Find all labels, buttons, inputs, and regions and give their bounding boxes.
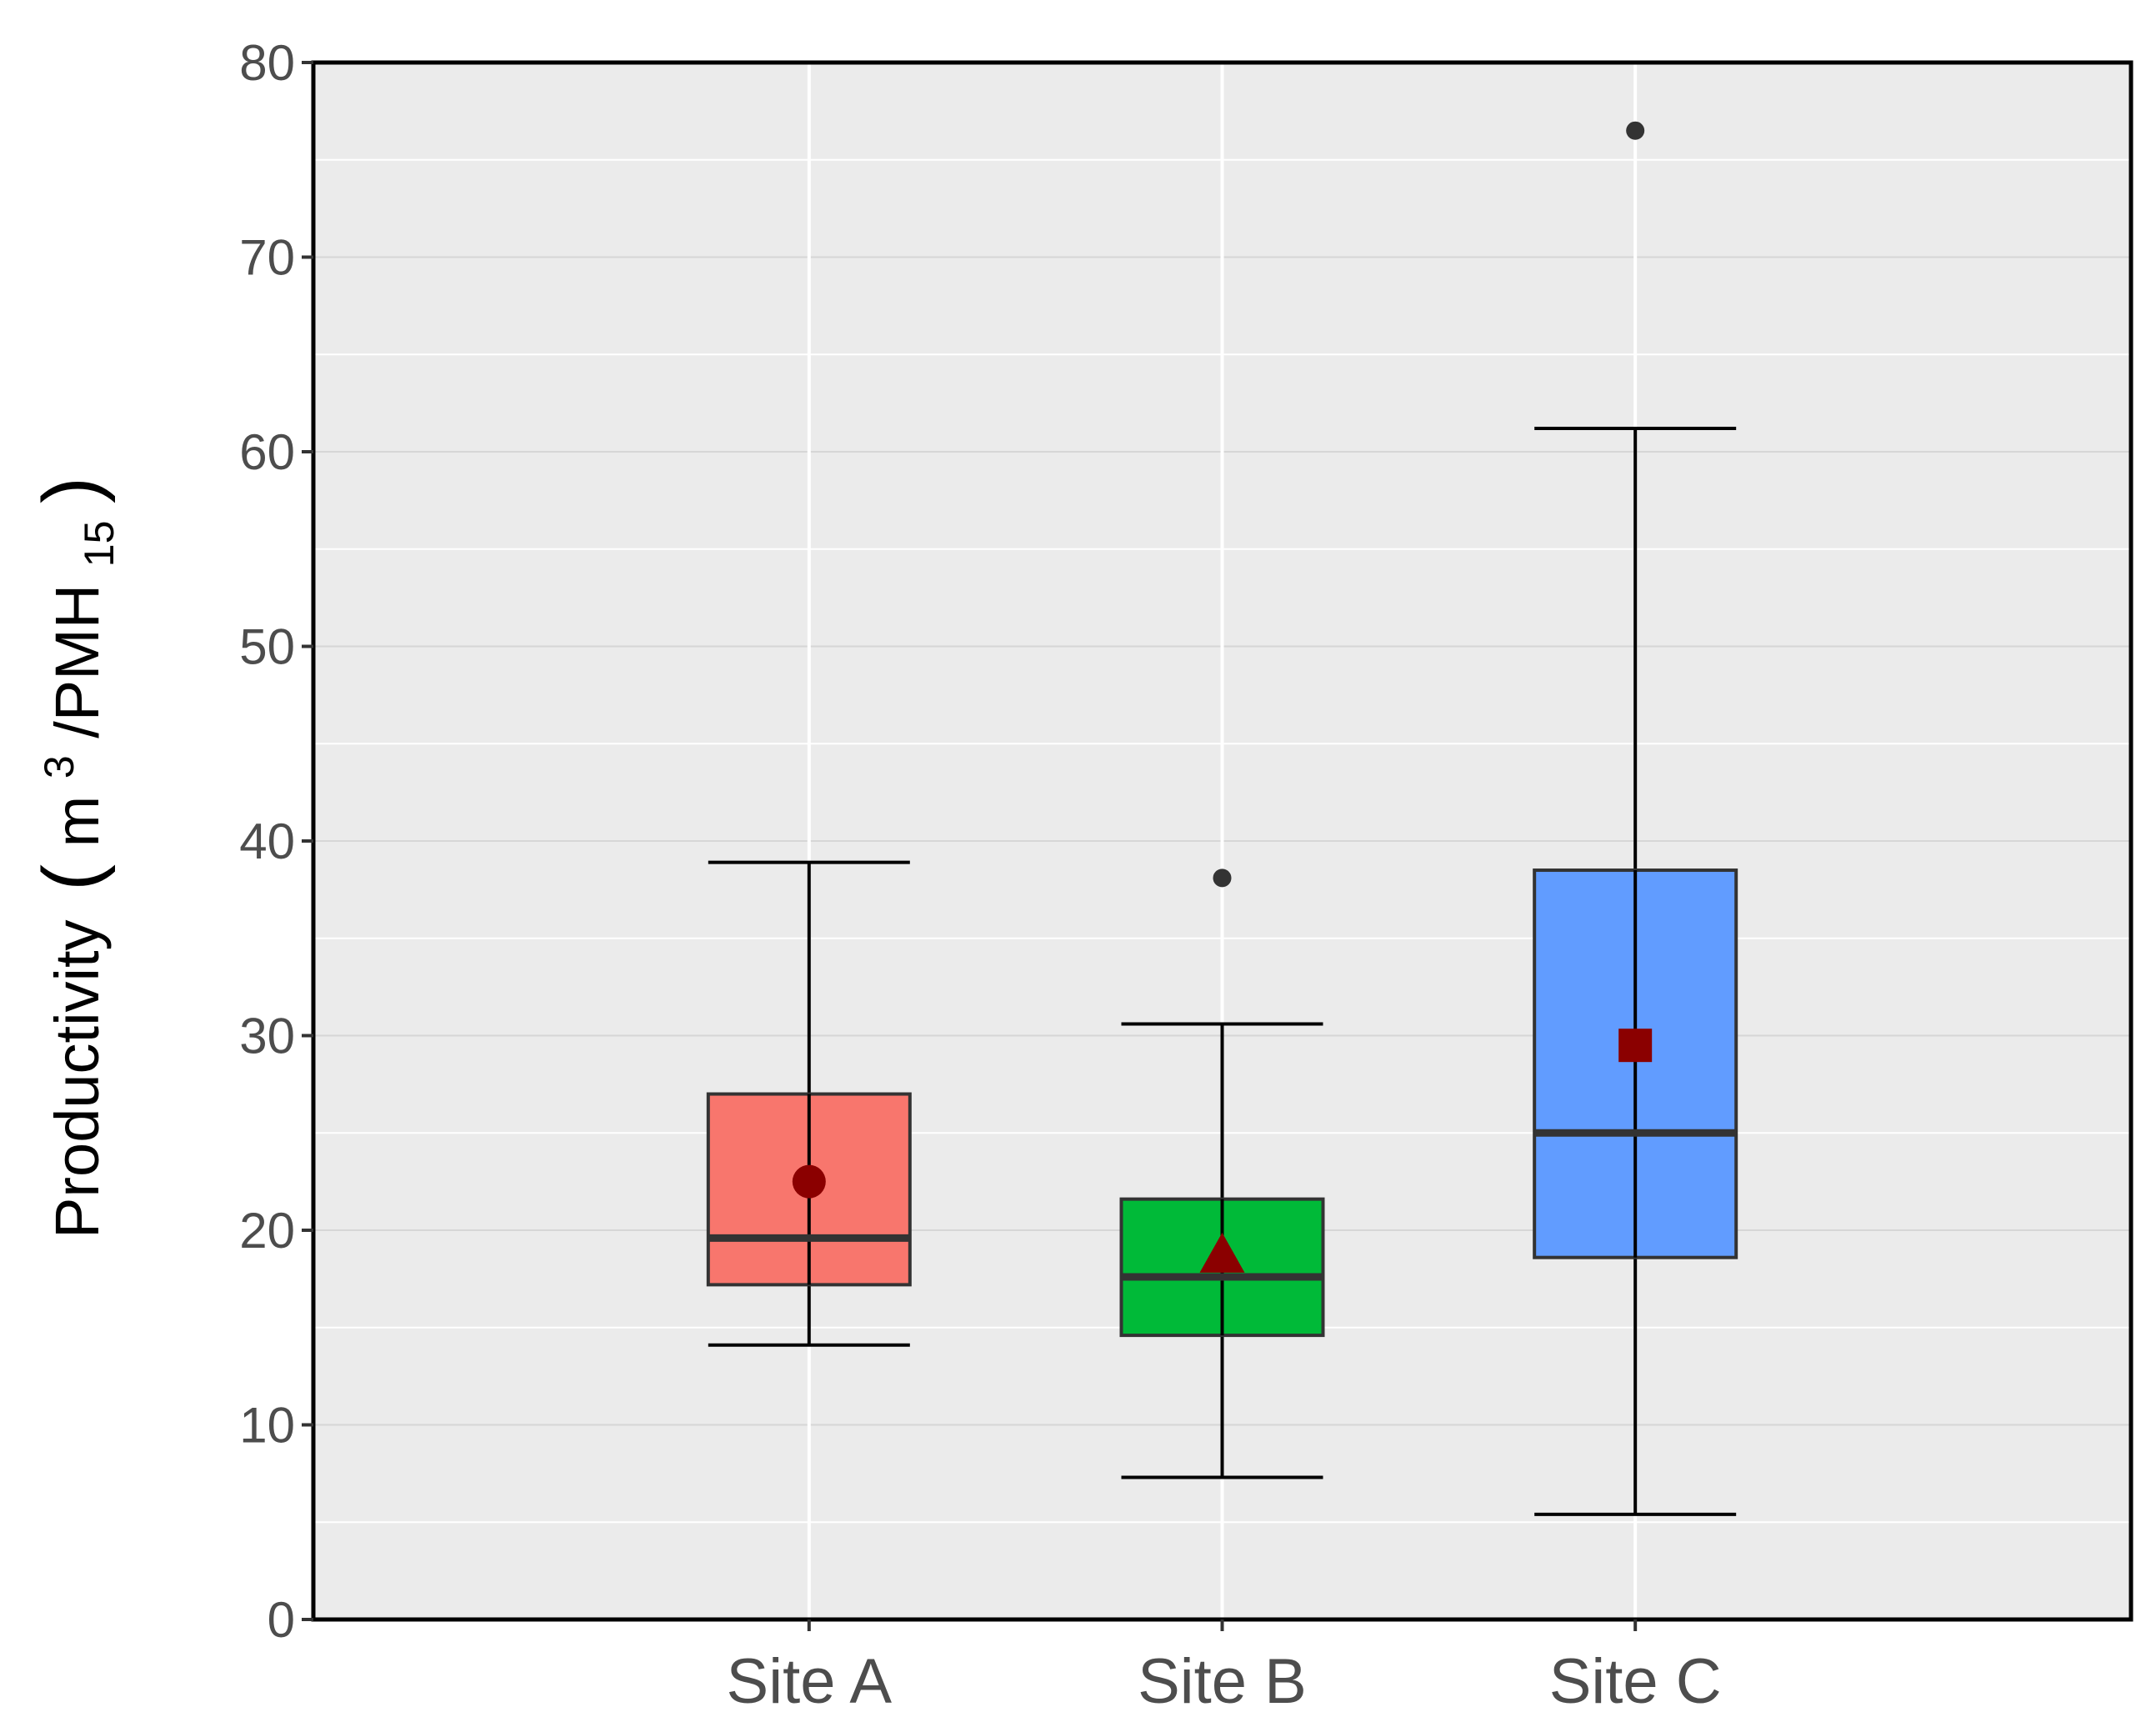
y-tick-label: 70 (239, 230, 295, 286)
y-axis-title-unit-sep: /PMH (43, 584, 112, 738)
y-tick-label: 20 (239, 1203, 295, 1259)
box-site-c (1533, 121, 1738, 1516)
y-tick-label: 80 (239, 35, 295, 91)
outlier-point (1213, 869, 1232, 888)
mean-marker-square (1618, 1029, 1653, 1063)
y-axis-title-unit-sub: 15 (76, 521, 123, 568)
x-tick-label: Site C (1549, 1646, 1722, 1717)
y-tick-label: 10 (239, 1398, 295, 1454)
mean-marker-circle (792, 1164, 826, 1199)
y-tick-label: 0 (268, 1592, 295, 1648)
mean-marker-triangle (1199, 1232, 1245, 1273)
y-tick-label: 60 (239, 424, 295, 480)
box-site-b (1119, 869, 1325, 1479)
y-axis-title-open-paren: ( (27, 864, 116, 891)
y-tick-label: 50 (239, 619, 295, 675)
y-axis-title-unit-base: m (43, 796, 112, 848)
x-tick-label: Site B (1138, 1646, 1307, 1717)
box-layer (706, 121, 1738, 1516)
x-tick-label: Site A (727, 1646, 893, 1717)
y-axis-title-text: Productivity (43, 919, 112, 1238)
outlier-point (1626, 121, 1645, 140)
y-axis-title: Productivity ( m 3 /PMH 15 ) (18, 477, 127, 1239)
y-axis-title-close-paren: ) (27, 477, 116, 503)
y-axis-title-unit-sup: 3 (36, 755, 83, 778)
y-tick-label: 30 (239, 1009, 295, 1064)
axes: 0 10 20 30 40 50 60 70 80 Site A Site B Site C (239, 35, 1721, 1717)
box-site-a (706, 860, 912, 1347)
y-tick-label: 40 (239, 813, 295, 869)
